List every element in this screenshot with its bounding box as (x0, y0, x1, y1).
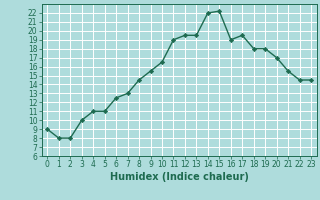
X-axis label: Humidex (Indice chaleur): Humidex (Indice chaleur) (110, 172, 249, 182)
